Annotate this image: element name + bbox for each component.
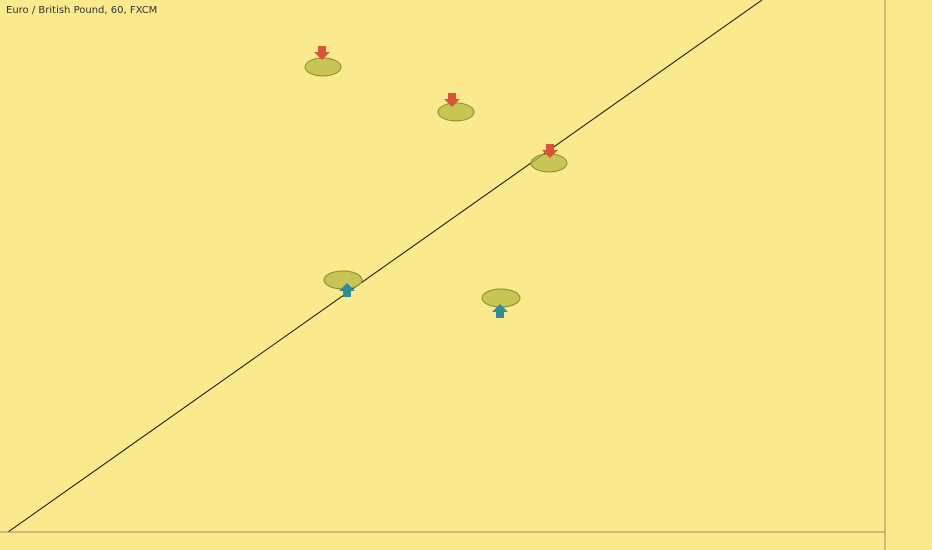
arrows [314,46,558,318]
highlight-ellipse [481,288,521,308]
down-arrow [314,46,330,60]
chart-title: Euro / British Pound, 60, FXCM [6,5,157,16]
price-axis [885,0,932,550]
up-arrow [492,304,508,318]
highlight-ellipse [304,57,342,77]
trendline [7,0,763,533]
up-arrow [339,283,355,297]
down-arrow [444,93,460,107]
highlight-ellipse [437,102,475,122]
down-arrow [542,144,558,158]
highlight-ellipse [323,270,363,290]
